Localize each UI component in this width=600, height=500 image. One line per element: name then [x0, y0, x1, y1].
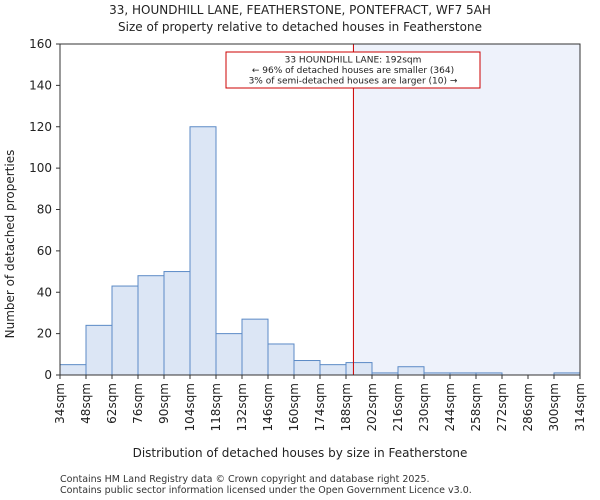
histogram-bar — [111, 285, 139, 376]
x-tick-label: 188sqm — [339, 383, 353, 431]
y-tick-label: 60 — [37, 244, 52, 258]
y-tick-label: 100 — [29, 161, 52, 175]
x-tick-label: 202sqm — [365, 383, 379, 431]
x-tick-label: 314sqm — [573, 383, 587, 431]
histogram-bar — [345, 362, 373, 376]
x-tick-label: 272sqm — [495, 383, 509, 431]
larger-region-shading — [353, 44, 580, 375]
x-tick-label: 132sqm — [235, 383, 249, 431]
x-tick-label: 286sqm — [521, 383, 535, 431]
y-tick-label: 120 — [29, 120, 52, 134]
chart-title-line1: 33, HOUNDHILL LANE, FEATHERSTONE, PONTEF… — [109, 3, 491, 17]
histogram-bar — [59, 364, 87, 376]
y-tick-label: 0 — [44, 368, 52, 382]
footer-copyright: Contains HM Land Registry data © Crown c… — [60, 474, 430, 485]
footer-licence: Contains public sector information licen… — [60, 485, 472, 496]
y-tick-label: 80 — [37, 203, 52, 217]
x-tick-label: 90sqm — [157, 383, 171, 424]
x-tick-label: 62sqm — [105, 383, 119, 424]
x-tick-label: 104sqm — [183, 383, 197, 431]
histogram-bar — [319, 364, 347, 376]
y-tick-label: 20 — [37, 327, 52, 341]
histogram-bar — [397, 366, 425, 376]
x-tick-label: 160sqm — [287, 383, 301, 431]
x-tick-label: 258sqm — [469, 383, 483, 431]
histogram-bar — [215, 333, 243, 376]
histogram-bar — [163, 271, 191, 376]
histogram-bar — [241, 318, 269, 376]
y-tick-label: 160 — [29, 37, 52, 51]
histogram-bar — [137, 275, 165, 376]
histogram-bar — [293, 360, 321, 376]
x-tick-label: 76sqm — [131, 383, 145, 424]
annotation-line-3: 3% of semi-detached houses are larger (1… — [249, 77, 458, 87]
annotation-line-1: 33 HOUNDHILL LANE: 192sqm — [285, 56, 422, 66]
plot-area: 0 20 40 60 80 100 120 140 160 34sqm 48sqm 62sqm 76sq… — [29, 37, 587, 431]
x-tick-label: 216sqm — [391, 383, 405, 431]
x-tick-label: 230sqm — [417, 383, 431, 431]
histogram-bar — [85, 324, 113, 376]
x-axis-label: Distribution of detached houses by size … — [133, 446, 468, 460]
y-tick-label: 140 — [29, 78, 52, 92]
annotation-box — [225, 51, 481, 89]
y-axis-label: Number of detached properties — [3, 150, 17, 339]
annotation-line-2: ← 96% of detached houses are smaller (36… — [252, 66, 454, 76]
x-tick-label: 300sqm — [547, 383, 561, 431]
y-tick-label: 40 — [37, 285, 52, 299]
histogram-bar — [267, 343, 295, 376]
x-tick-label: 118sqm — [209, 383, 223, 431]
histogram-bar — [189, 126, 217, 376]
chart-title-line2: Size of property relative to detached ho… — [118, 20, 482, 34]
x-tick-label: 244sqm — [443, 383, 457, 431]
x-tick-label: 48sqm — [79, 383, 93, 424]
x-tick-label: 174sqm — [313, 383, 327, 431]
x-tick-label: 146sqm — [261, 383, 275, 431]
x-tick-label: 34sqm — [53, 383, 67, 424]
